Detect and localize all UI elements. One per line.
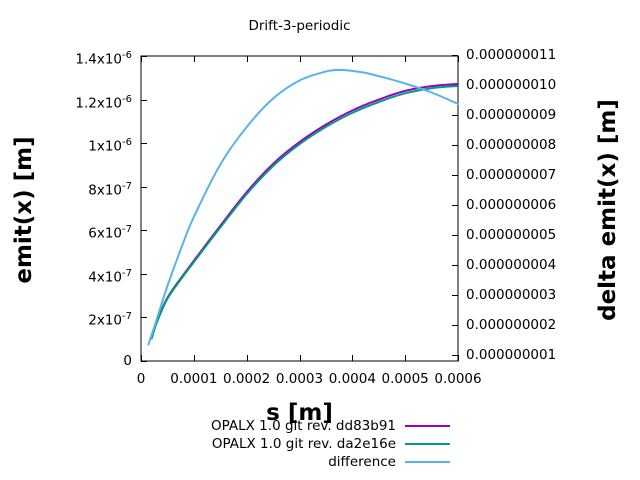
tick-exponent: -6 [122, 137, 132, 149]
x-tick-label: 0.0004 [328, 371, 376, 387]
y-left-tick-label: 8x10-7 [88, 180, 132, 199]
x-axis-label: s [m] [266, 400, 333, 426]
tick-exponent: -7 [122, 311, 132, 323]
series-line-opalx-da2e16e [150, 85, 459, 340]
legend-line-swatch [405, 461, 450, 463]
y-left-tick-label: 1.4x10-6 [75, 50, 132, 68]
plot-border [140, 55, 459, 362]
legend-item-opalx-da2e16e: OPALX 1.0 git rev. da2e16e [60, 435, 450, 453]
y-left-tick-label: 1.2x10-6 [75, 93, 132, 112]
x-tick-label: 0.0003 [275, 371, 324, 387]
y-left-tick-label: 6x10-7 [88, 224, 132, 242]
y-right-tick-label: 0.000000011 [466, 47, 557, 63]
y-left-tick-label: 1x10-6 [88, 137, 132, 155]
y-right-tick-label: 0.000000005 [466, 227, 557, 243]
x-tick-label: 0.0002 [223, 371, 271, 387]
y-right-tick-label: 0.000000008 [466, 137, 557, 153]
y-axis-label-left: emit(x) [m] [11, 136, 37, 284]
legend-label: OPALX 1.0 git rev. dd83b91 [210, 418, 396, 434]
legend-item-opalx-dd83b91: OPALX 1.0 git rev. dd83b91 [60, 417, 450, 435]
y-left-tick-label: 2x10-7 [88, 311, 132, 329]
series-line-difference [147, 68, 459, 346]
y-right-tick-label: 0.000000003 [466, 287, 557, 303]
tick-exponent: -6 [122, 93, 132, 105]
y-right-tick-label: 0.000000006 [466, 197, 557, 213]
legend: OPALX 1.0 git rev. dd83b91 OPALX 1.0 git … [60, 417, 450, 471]
y-left-tick-label: 4x10-7 [88, 267, 132, 286]
legend-label: OPALX 1.0 git rev. da2e16e [211, 436, 396, 452]
y-right-tick-label: 0.000000004 [466, 257, 557, 273]
x-tick-label: 0.0005 [381, 371, 429, 387]
y-axis-label-right: delta emit(x) [m] [595, 99, 621, 321]
tick-exponent: -6 [122, 50, 132, 61]
x-tick-label: 0 [136, 371, 146, 387]
tick-exponent: -7 [122, 224, 132, 236]
legend-label: difference [328, 454, 396, 470]
legend-line-swatch [405, 425, 450, 427]
y-right-tick-label: 0.000000007 [466, 167, 557, 183]
y-right-tick-label: 0.000000001 [466, 347, 557, 363]
legend-item-difference: difference [60, 453, 450, 471]
tick-exponent: -7 [122, 180, 132, 192]
y-right-tick-label: 0.000000010 [466, 77, 557, 93]
y-right-tick-label: 0.000000009 [466, 107, 557, 123]
tick-exponent: -7 [122, 267, 132, 279]
y-left-tick-label: 0 [123, 353, 132, 369]
x-tick-label: 0.0006 [434, 371, 482, 387]
x-tick-label: 0.0001 [170, 371, 218, 387]
legend-line-swatch [405, 443, 450, 445]
y-right-tick-label: 0.000000002 [466, 317, 557, 333]
chart-title: Drift-3-periodic [248, 18, 351, 34]
